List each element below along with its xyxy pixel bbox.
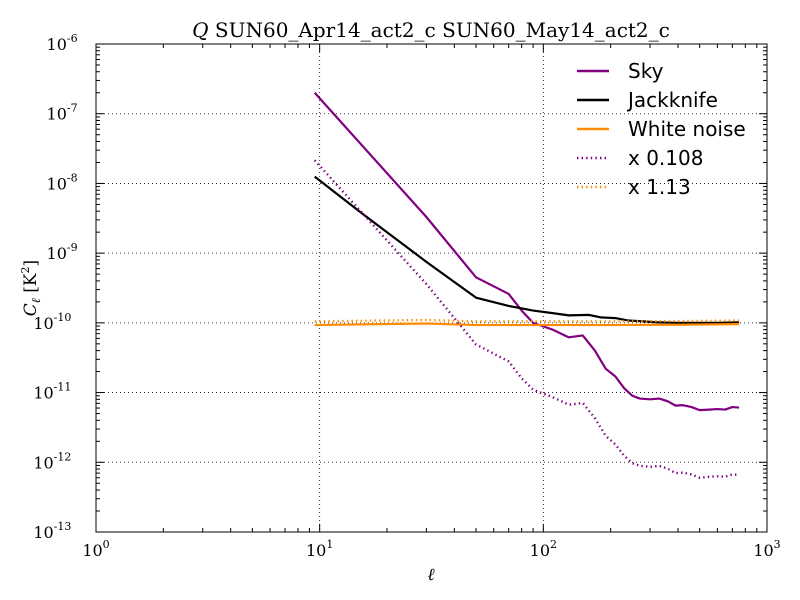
series-group xyxy=(313,91,740,479)
y-tick-label-base: 10 xyxy=(47,105,67,124)
y-axis-label-unit-close: ] xyxy=(21,260,41,267)
y-tick-label-6: 10-7 xyxy=(47,102,78,124)
y-tick-label-exp: -11 xyxy=(54,381,72,394)
y-tick-label-exp: -8 xyxy=(67,171,78,184)
plot-frame xyxy=(95,43,768,533)
y-tick-label-7: 10-6 xyxy=(47,32,78,54)
y-tick-label-5: 10-8 xyxy=(47,171,78,193)
x-tick-label-exp: 1 xyxy=(326,538,333,551)
ticks: 100 101 102 10310-1310-1210-1110-1010-910-8… xyxy=(33,32,780,560)
series-line-jackknife xyxy=(314,175,740,324)
y-tick-label-base: 10 xyxy=(33,523,53,542)
y-tick-label-base: 10 xyxy=(33,384,53,403)
series-line-x-1-13 xyxy=(314,318,740,323)
legend: Sky Jackknife White noise x 0.108 x 1.13 xyxy=(577,59,746,199)
legend-label-white-noise: White noise xyxy=(628,117,746,141)
y-tick-label-3: 10-10 xyxy=(33,311,71,333)
y-tick-label-base: 10 xyxy=(47,35,67,54)
x-tick-label-1: 101 xyxy=(306,538,333,560)
x-tick-label-exp: 0 xyxy=(103,538,110,551)
y-tick-label-4: 10-9 xyxy=(47,241,78,263)
chart-title-italic: Q xyxy=(192,18,208,42)
x-tick-label-base: 10 xyxy=(753,541,773,560)
chart-title-rest: SUN60_Apr14_act2_c SUN60_May14_act2_c xyxy=(215,18,670,42)
x-tick-label-base: 10 xyxy=(82,541,102,560)
x-tick-label-exp: 3 xyxy=(774,538,781,551)
x-tick-label-0: 100 xyxy=(82,538,109,560)
series-line-sky xyxy=(313,91,740,412)
y-axis-label-unit-exp: 2 xyxy=(19,266,32,273)
y-tick-label-exp: -9 xyxy=(67,241,78,254)
y-tick-label-exp: -7 xyxy=(67,102,78,115)
y-axis-label-base: C xyxy=(21,303,41,316)
grid xyxy=(96,44,767,532)
chart-title: Q SUN60_Apr14_act2_c SUN60_May14_act2_c xyxy=(192,18,670,42)
legend-label-jackknife: Jackknife xyxy=(626,88,718,112)
x-tick-label-exp: 2 xyxy=(550,538,557,551)
series-line-x-0-108 xyxy=(313,159,740,479)
y-tick-label-2: 10-11 xyxy=(33,381,71,403)
x-tick-label-base: 10 xyxy=(530,541,550,560)
legend-label-sky: Sky xyxy=(628,59,664,83)
legend-label-x-1-13: x 1.13 xyxy=(628,175,691,199)
y-tick-label-exp: -6 xyxy=(67,32,78,45)
x-tick-label-base: 10 xyxy=(306,541,326,560)
y-tick-label-exp: -10 xyxy=(54,311,72,324)
y-tick-label-base: 10 xyxy=(33,453,53,472)
y-tick-label-exp: -12 xyxy=(54,450,72,463)
y-tick-label-base: 10 xyxy=(33,314,53,333)
y-tick-label-1: 10-12 xyxy=(33,450,71,472)
y-tick-label-base: 10 xyxy=(47,244,67,263)
x-tick-label-3: 103 xyxy=(753,538,780,560)
x-tick-label-2: 102 xyxy=(530,538,557,560)
y-axis-label-unit: [K xyxy=(21,273,41,298)
y-tick-label-0: 10-13 xyxy=(33,520,71,542)
legend-label-x-0-108: x 0.108 xyxy=(628,146,703,170)
y-axis-label: Cℓ [K2] xyxy=(19,260,43,316)
x-axis-label: ℓ xyxy=(427,565,434,585)
y-tick-label-exp: -13 xyxy=(54,520,72,533)
y-tick-label-base: 10 xyxy=(47,174,67,193)
series-line-white-noise xyxy=(314,322,740,327)
y-axis-label-sub: ℓ xyxy=(29,298,43,303)
